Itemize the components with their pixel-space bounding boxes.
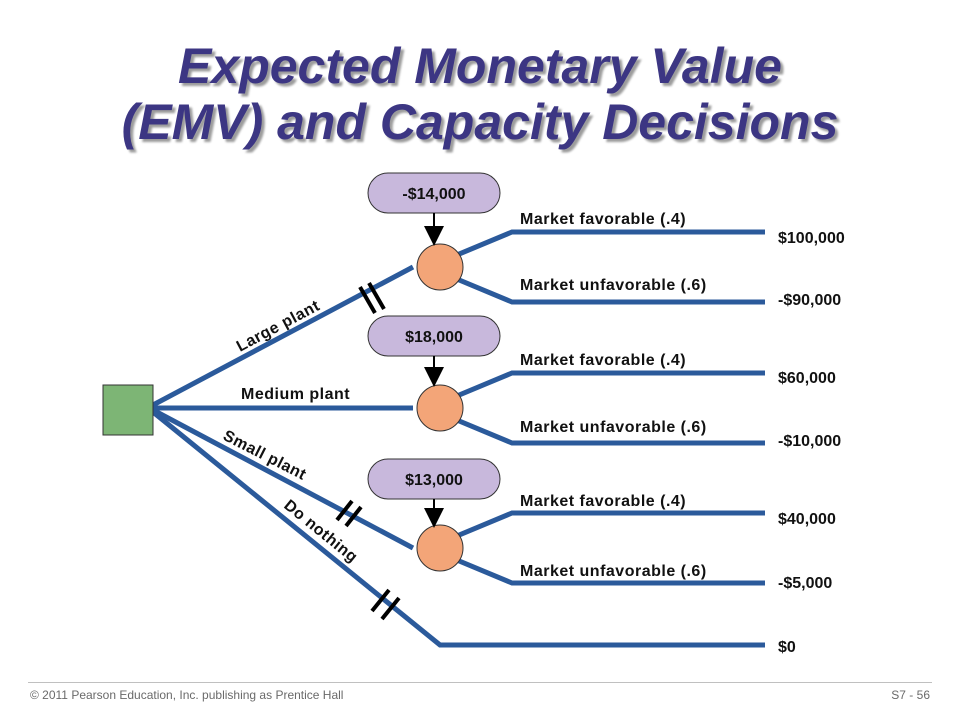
payoff-large-unfavorable: -$90,000 [778, 292, 841, 309]
label-small-favorable: Market favorable (.4) [520, 493, 686, 510]
footer-copyright: © 2011 Pearson Education, Inc. publishin… [30, 688, 344, 702]
payoff-do-nothing: $0 [778, 639, 796, 656]
title-line-1: Expected Monetary Value [178, 38, 782, 94]
emv-value-small: $13,000 [405, 472, 463, 489]
chance-node-small [416, 524, 464, 572]
branch-medium-favorable [439, 370, 765, 406]
prune-mark-large-plant [358, 282, 386, 314]
prune-mark-small-plant [335, 499, 363, 528]
chance-node-medium [416, 384, 464, 432]
chance-node-large [416, 243, 464, 291]
decision-node [102, 384, 154, 436]
slide-title: Expected Monetary Value (EMV) and Capaci… [0, 38, 960, 150]
label-small-unfavorable: Market unfavorable (.6) [520, 563, 707, 580]
payoff-medium-unfavorable: -$10,000 [778, 433, 841, 450]
title-line-2: (EMV) and Capacity Decisions [121, 94, 839, 150]
label-medium-plant: Medium plant [241, 386, 350, 403]
label-large-unfavorable: Market unfavorable (.6) [520, 277, 707, 294]
branch-medium-unfavorable [439, 410, 765, 446]
payoff-small-favorable: $40,000 [778, 511, 836, 528]
branch-large-plant [151, 264, 415, 408]
branch-large-favorable [439, 229, 765, 265]
footer-divider [28, 682, 932, 683]
footer-page-number: S7 - 56 [891, 688, 930, 702]
branch-small-plant [151, 407, 415, 551]
label-large-plant: Large plant [234, 297, 323, 355]
branch-small-favorable [439, 510, 765, 546]
emv-value-medium: $18,000 [405, 329, 463, 346]
prune-mark-do-nothing [370, 588, 401, 621]
label-medium-favorable: Market favorable (.4) [520, 352, 686, 369]
branch-small-unfavorable [439, 550, 765, 586]
label-medium-unfavorable: Market unfavorable (.6) [520, 419, 707, 436]
branch-do-nothing [151, 410, 765, 648]
payoff-large-favorable: $100,000 [778, 230, 845, 247]
emv-value-large: -$14,000 [402, 186, 465, 203]
payoff-medium-favorable: $60,000 [778, 370, 836, 387]
branch-large-unfavorable [439, 269, 765, 305]
label-large-favorable: Market favorable (.4) [520, 211, 686, 228]
payoff-small-unfavorable: -$5,000 [778, 575, 832, 592]
